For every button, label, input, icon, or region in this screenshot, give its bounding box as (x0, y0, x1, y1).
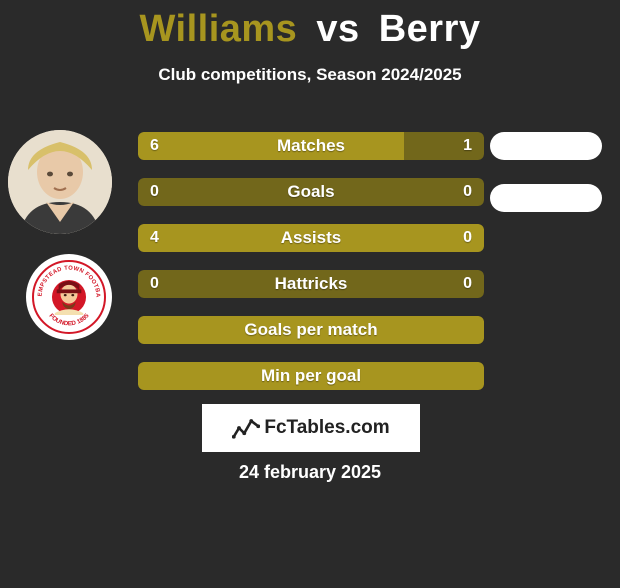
player2-indicator-pill-2 (490, 184, 602, 212)
stat-label: Hattricks (138, 270, 484, 298)
stat-label: Goals (138, 178, 484, 206)
fctables-logo-text: FcTables.com (264, 417, 389, 439)
comparison-bars: 61Matches 00Goals 40Assists 00Hattricks Goal… (138, 132, 484, 408)
stat-label: Matches (138, 132, 484, 160)
stat-label: Min per goal (138, 362, 484, 390)
right-column (490, 132, 602, 236)
fctables-mark-icon (232, 414, 260, 442)
stat-row: 00Goals (138, 178, 484, 206)
stat-row: 61Matches (138, 132, 484, 160)
vs-separator: vs (316, 8, 359, 50)
crest-ring-icon: HEMEL HEMPSTEAD TOWN FOOTBALL CLUB FOUND… (32, 260, 106, 334)
stat-row: 40Assists (138, 224, 484, 252)
stat-row: Goals per match (138, 316, 484, 344)
date-label: 24 february 2025 (0, 462, 620, 483)
subtitle: Club competitions, Season 2024/2025 (0, 65, 620, 85)
player1-name: Williams (139, 8, 297, 50)
avatar-placeholder-icon (8, 130, 112, 234)
player2-indicator-pill-1 (490, 132, 602, 160)
player1-avatar (8, 130, 112, 234)
crest-graphic-icon: HEMEL HEMPSTEAD TOWN FOOTBALL CLUB FOUND… (34, 260, 104, 334)
page-title: Williams vs Berry (0, 8, 620, 51)
stat-label: Assists (138, 224, 484, 252)
fctables-logo: FcTables.com (202, 404, 420, 452)
player2-name: Berry (379, 8, 481, 50)
stat-label: Goals per match (138, 316, 484, 344)
stat-row: 00Hattricks (138, 270, 484, 298)
stat-row: Min per goal (138, 362, 484, 390)
left-column: HEMEL HEMPSTEAD TOWN FOOTBALL CLUB FOUND… (8, 130, 118, 340)
player1-club-crest: HEMEL HEMPSTEAD TOWN FOOTBALL CLUB FOUND… (26, 254, 112, 340)
